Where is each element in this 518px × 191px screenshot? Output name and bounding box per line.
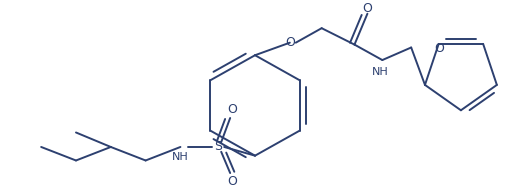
- Text: NH: NH: [172, 152, 189, 162]
- Text: S: S: [214, 140, 222, 154]
- Text: O: O: [363, 2, 372, 15]
- Text: O: O: [227, 175, 237, 188]
- Text: O: O: [434, 42, 443, 55]
- Text: O: O: [227, 103, 237, 116]
- Text: O: O: [285, 36, 295, 49]
- Text: NH: NH: [372, 67, 388, 77]
